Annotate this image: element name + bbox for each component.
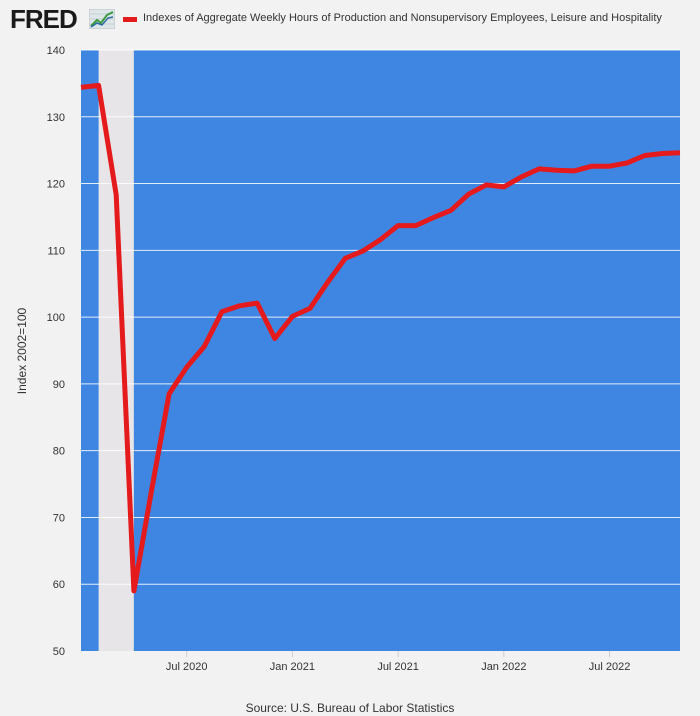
recession-band bbox=[98, 50, 134, 651]
y-tick-label-70: 70 bbox=[53, 512, 65, 524]
y-tick-label-60: 60 bbox=[53, 579, 65, 591]
fred-logo-graph-icon bbox=[89, 9, 115, 29]
x-tick-label-2022-07: Jul 2022 bbox=[589, 661, 631, 673]
chart-header: FRED Indexes of Aggregate Weekly Hours o… bbox=[0, 0, 700, 42]
y-tick-label-90: 90 bbox=[53, 379, 65, 391]
legend-label: Indexes of Aggregate Weekly Hours of Pro… bbox=[143, 12, 662, 24]
y-tick-label-120: 120 bbox=[47, 179, 65, 191]
x-tick-label-2020-07: Jul 2020 bbox=[166, 661, 208, 673]
y-axis-title: Index 2002=100 bbox=[15, 307, 29, 394]
y-tick-label-100: 100 bbox=[47, 312, 65, 324]
series-line-0 bbox=[80, 82, 681, 594]
y-tick-label-50: 50 bbox=[53, 646, 65, 658]
legend-swatch bbox=[123, 17, 137, 22]
y-tick-label-110: 110 bbox=[47, 245, 65, 257]
x-tick-label-2022-01: Jan 2022 bbox=[481, 661, 526, 673]
x-tick-label-2021-01: Jan 2021 bbox=[270, 661, 315, 673]
x-tick-label-2021-07: Jul 2021 bbox=[377, 661, 419, 673]
y-tick-label-140: 140 bbox=[47, 45, 65, 57]
source-note: Source: U.S. Bureau of Labor Statistics bbox=[245, 701, 455, 715]
y-tick-label-130: 130 bbox=[47, 112, 65, 124]
fred-logo: FRED bbox=[10, 4, 78, 34]
y-tick-label-80: 80 bbox=[53, 446, 65, 458]
plot-area bbox=[81, 50, 680, 651]
